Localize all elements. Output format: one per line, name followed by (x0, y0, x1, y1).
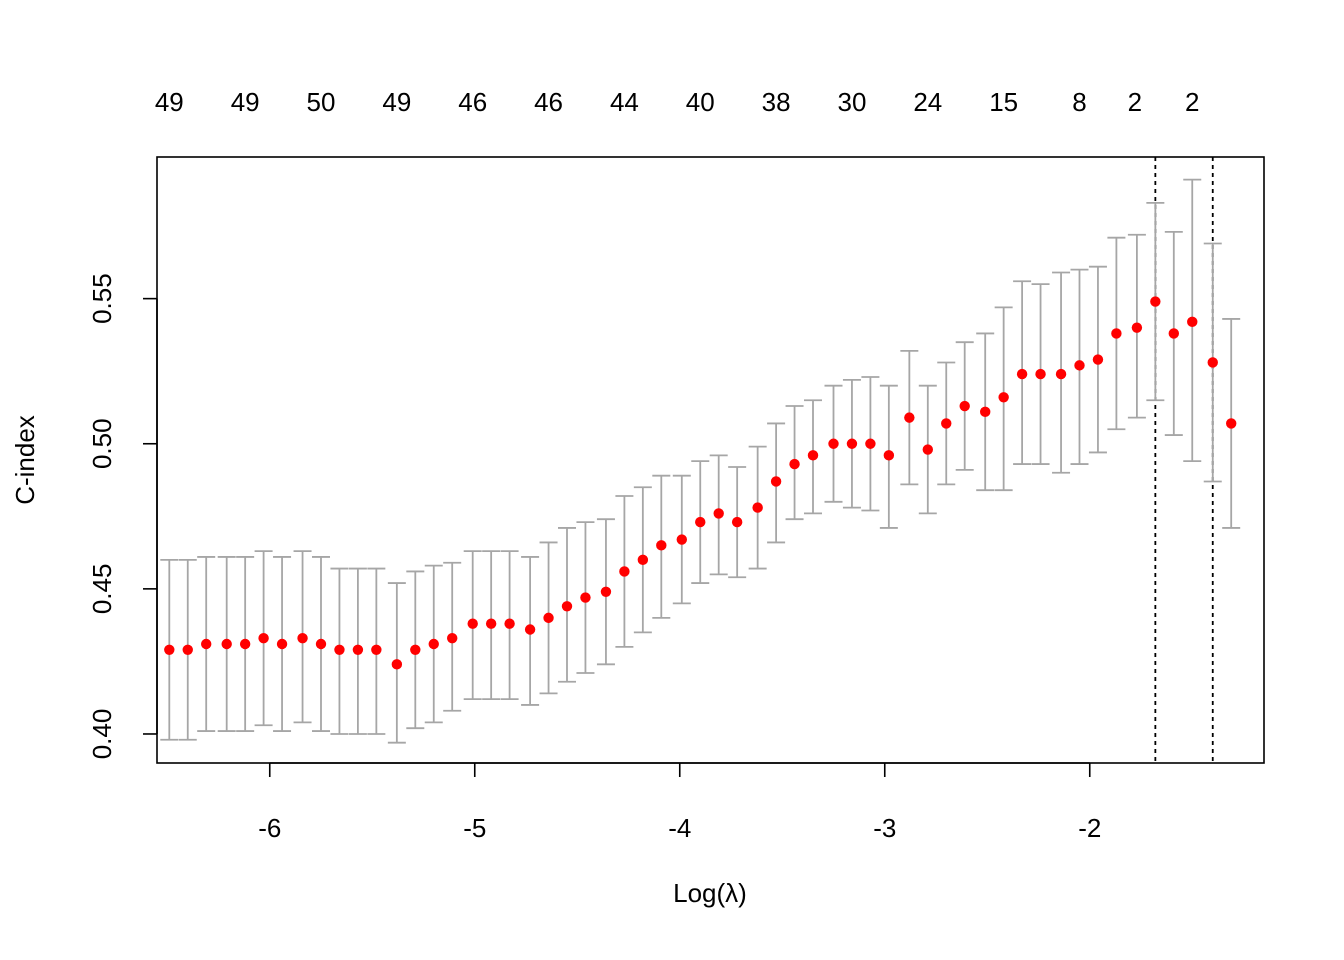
data-point (865, 438, 876, 449)
data-point (904, 412, 915, 423)
data-point (428, 638, 439, 650)
data-point (1074, 360, 1085, 371)
x-tick-label: -3 (873, 813, 896, 843)
point-layer (164, 296, 1237, 670)
error-bar-layer (160, 178, 1241, 744)
top-count-label: 24 (913, 87, 942, 117)
data-point (676, 534, 687, 545)
data-point (1016, 368, 1028, 380)
y-tick-label: 0.40 (87, 709, 117, 760)
data-point (998, 392, 1009, 403)
vline-layer (1154, 157, 1214, 763)
top-count-label: 46 (534, 87, 563, 117)
top-count-label: 49 (155, 87, 184, 117)
data-point (239, 638, 251, 650)
data-point (789, 458, 800, 470)
top-axis-counts: 49 49 50 49 46 46 44 40 38 30 24 15 8 2 2 (155, 87, 1200, 117)
data-point (334, 644, 345, 656)
top-count-label: 49 (382, 87, 411, 117)
top-count-label: 2 (1128, 87, 1142, 117)
top-count-label: 40 (686, 87, 715, 117)
top-count-label: 44 (610, 87, 639, 117)
data-point (543, 612, 554, 624)
x-tick-label: -4 (668, 813, 691, 843)
top-count-label: 15 (989, 87, 1018, 117)
data-point (297, 633, 308, 644)
data-point (959, 400, 970, 412)
data-point (1168, 328, 1180, 339)
data-point (447, 633, 458, 644)
top-count-label: 8 (1072, 87, 1086, 117)
data-point (883, 450, 895, 461)
data-point (656, 540, 667, 551)
data-point (828, 438, 839, 449)
top-count-label: 30 (837, 87, 866, 117)
data-point (1150, 296, 1161, 307)
data-point (1111, 328, 1122, 339)
x-tick-label: -2 (1078, 813, 1101, 843)
data-point (467, 618, 478, 629)
data-point (770, 476, 782, 487)
x-axis-title: Log(λ) (673, 878, 747, 908)
data-point (1092, 354, 1104, 365)
data-point (315, 638, 327, 650)
data-point (371, 644, 382, 656)
top-count-label: 2 (1185, 87, 1199, 117)
data-point (221, 638, 232, 650)
top-count-label: 50 (307, 87, 336, 117)
data-point (713, 508, 724, 519)
x-tick-label: -6 (258, 813, 281, 843)
data-point (201, 638, 212, 650)
data-point (580, 592, 591, 603)
data-point (637, 554, 649, 566)
data-point (619, 566, 630, 577)
x-tick-label: -5 (463, 813, 486, 843)
data-point (1226, 418, 1237, 429)
data-point (1055, 368, 1067, 380)
data-point (1207, 357, 1218, 368)
data-point (922, 444, 933, 455)
data-point (695, 516, 706, 528)
data-point (391, 659, 403, 670)
data-point (164, 644, 175, 656)
top-count-label: 49 (231, 87, 260, 117)
data-point (980, 406, 991, 418)
y-tick-label: 0.50 (87, 418, 117, 469)
data-point (941, 418, 952, 429)
data-point (1035, 368, 1046, 380)
data-point (352, 644, 364, 656)
data-point (524, 624, 536, 635)
y-tick-label: 0.45 (87, 564, 117, 615)
data-point (258, 633, 269, 644)
data-point (561, 601, 573, 612)
y-axis-title: C-index (10, 415, 40, 505)
y-tick-label: 0.55 (87, 273, 117, 324)
data-point (410, 644, 421, 656)
data-point (752, 502, 763, 513)
data-point (1131, 322, 1143, 333)
data-point (485, 618, 497, 629)
data-point (846, 438, 858, 449)
data-point (504, 618, 515, 629)
plot-frame (156, 156, 1265, 764)
data-point (731, 516, 743, 528)
data-point (807, 450, 819, 461)
data-point (276, 638, 288, 650)
data-point (1187, 316, 1198, 328)
data-point (600, 586, 612, 597)
y-axis: 0.40 0.45 0.50 0.55 (87, 273, 158, 760)
data-point (182, 644, 193, 656)
x-axis: -6 -5 -4 -3 -2 (258, 762, 1101, 843)
top-count-label: 38 (762, 87, 791, 117)
top-count-label: 46 (458, 87, 487, 117)
